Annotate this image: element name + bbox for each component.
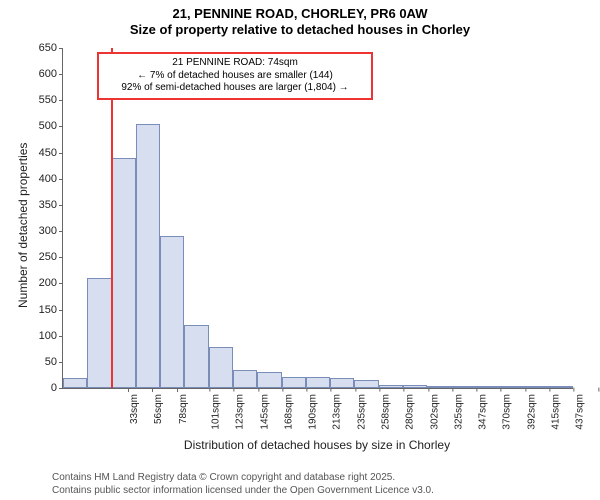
x-tick: 437sqm xyxy=(575,388,586,430)
histogram-bar xyxy=(209,347,233,388)
info-box-line: 92% of semi-detached houses are larger (… xyxy=(105,82,365,95)
plot-area: 0501001502002503003504004505005506006503… xyxy=(62,48,573,389)
title-line-1: 21, PENNINE ROAD, CHORLEY, PR6 0AW xyxy=(0,6,600,22)
y-tick: 0 xyxy=(51,382,63,394)
histogram-bar xyxy=(549,386,573,388)
x-axis-label: Distribution of detached houses by size … xyxy=(62,438,572,452)
x-tick: 190sqm xyxy=(308,388,319,430)
info-box-line: 21 PENNINE ROAD: 74sqm xyxy=(105,57,365,70)
histogram-bar xyxy=(87,278,111,388)
histogram-bar xyxy=(160,236,184,388)
x-tick: 392sqm xyxy=(526,388,537,430)
title-line-2: Size of property relative to detached ho… xyxy=(0,22,600,38)
x-tick: 101sqm xyxy=(210,388,221,430)
y-tick: 50 xyxy=(45,356,63,368)
x-tick: 347sqm xyxy=(478,388,489,430)
x-tick: 258sqm xyxy=(380,388,391,430)
x-tick: 302sqm xyxy=(429,388,440,430)
x-tick: 415sqm xyxy=(550,388,561,430)
y-tick: 450 xyxy=(39,147,63,159)
x-tick: 280sqm xyxy=(405,388,416,430)
x-tick: 123sqm xyxy=(235,388,246,430)
histogram-bar xyxy=(524,386,548,388)
x-tick: 56sqm xyxy=(153,388,164,424)
histogram-bar xyxy=(112,158,136,388)
histogram-bar xyxy=(379,385,403,388)
y-tick: 650 xyxy=(39,42,63,54)
footer-line-2: Contains public sector information licen… xyxy=(52,485,434,498)
footer-line-1: Contains HM Land Registry data © Crown c… xyxy=(52,472,434,485)
histogram-bar xyxy=(136,124,160,388)
histogram-bar xyxy=(257,372,281,388)
histogram-bar xyxy=(184,325,208,388)
histogram-bar xyxy=(476,386,500,388)
histogram-bar xyxy=(63,378,87,388)
x-tick: 33sqm xyxy=(129,388,140,424)
x-tick: 235sqm xyxy=(356,388,367,430)
y-tick: 200 xyxy=(39,277,63,289)
x-tick: 78sqm xyxy=(178,388,189,424)
histogram-bar xyxy=(354,380,378,388)
y-tick: 550 xyxy=(39,94,63,106)
histogram-bar xyxy=(403,385,427,388)
y-tick: 350 xyxy=(39,199,63,211)
y-tick: 500 xyxy=(39,120,63,132)
histogram-bar xyxy=(330,378,354,388)
histogram-bar xyxy=(233,370,257,388)
y-tick: 150 xyxy=(39,304,63,316)
y-tick: 600 xyxy=(39,68,63,80)
chart-container: 21, PENNINE ROAD, CHORLEY, PR6 0AW Size … xyxy=(0,0,600,500)
y-tick: 250 xyxy=(39,251,63,263)
histogram-bar xyxy=(282,377,306,389)
footer-attribution: Contains HM Land Registry data © Crown c… xyxy=(52,472,434,497)
x-tick: 168sqm xyxy=(283,388,294,430)
y-tick: 400 xyxy=(39,173,63,185)
histogram-bar xyxy=(427,386,451,388)
histogram-bar xyxy=(306,377,330,389)
y-tick: 300 xyxy=(39,225,63,237)
x-tick: 145sqm xyxy=(259,388,270,430)
y-axis-label: Number of detached properties xyxy=(16,143,30,308)
info-box-line: ← 7% of detached houses are smaller (144… xyxy=(105,70,365,83)
x-tick: 325sqm xyxy=(453,388,464,430)
x-tick: 370sqm xyxy=(502,388,513,430)
histogram-bar xyxy=(452,386,476,388)
histogram-bar xyxy=(500,386,524,388)
reference-info-box: 21 PENNINE ROAD: 74sqm← 7% of detached h… xyxy=(97,52,373,100)
title-block: 21, PENNINE ROAD, CHORLEY, PR6 0AW Size … xyxy=(0,0,600,39)
y-tick: 100 xyxy=(39,330,63,342)
x-tick: 213sqm xyxy=(332,388,343,430)
